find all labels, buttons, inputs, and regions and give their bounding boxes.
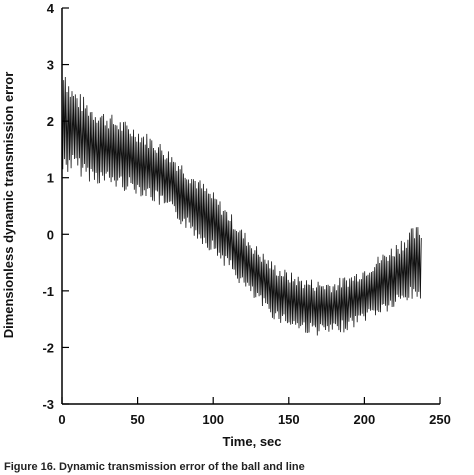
y-axis-label: Dimensionless dynamic transmission error — [1, 72, 16, 339]
y-tick-label: -3 — [42, 397, 54, 412]
x-tick-label: 200 — [354, 412, 376, 427]
x-tick-label: 50 — [130, 412, 144, 427]
x-tick-label: 150 — [278, 412, 300, 427]
y-tick-label: 3 — [47, 58, 54, 73]
y-tick-label: 0 — [47, 227, 54, 242]
y-tick-label: -1 — [42, 284, 54, 299]
x-tick-label: 100 — [202, 412, 224, 427]
x-tick-label: 0 — [58, 412, 65, 427]
y-tick-label: 4 — [47, 1, 55, 16]
plot-area — [61, 63, 422, 336]
y-axis-ticks: 4 3 2 1 0 -1 -2 -3 — [42, 1, 69, 412]
x-axis-ticks: 0 50 100 150 200 250 — [58, 397, 451, 427]
transmission-error-trace — [61, 63, 422, 336]
x-tick-label: 250 — [429, 412, 451, 427]
y-tick-label: 2 — [47, 114, 54, 129]
x-axis-label: Time, sec — [222, 434, 281, 449]
figure-caption: Figure 16. Dynamic transmission error of… — [4, 461, 305, 473]
y-tick-label: -2 — [42, 340, 54, 355]
y-tick-label: 1 — [47, 171, 54, 186]
